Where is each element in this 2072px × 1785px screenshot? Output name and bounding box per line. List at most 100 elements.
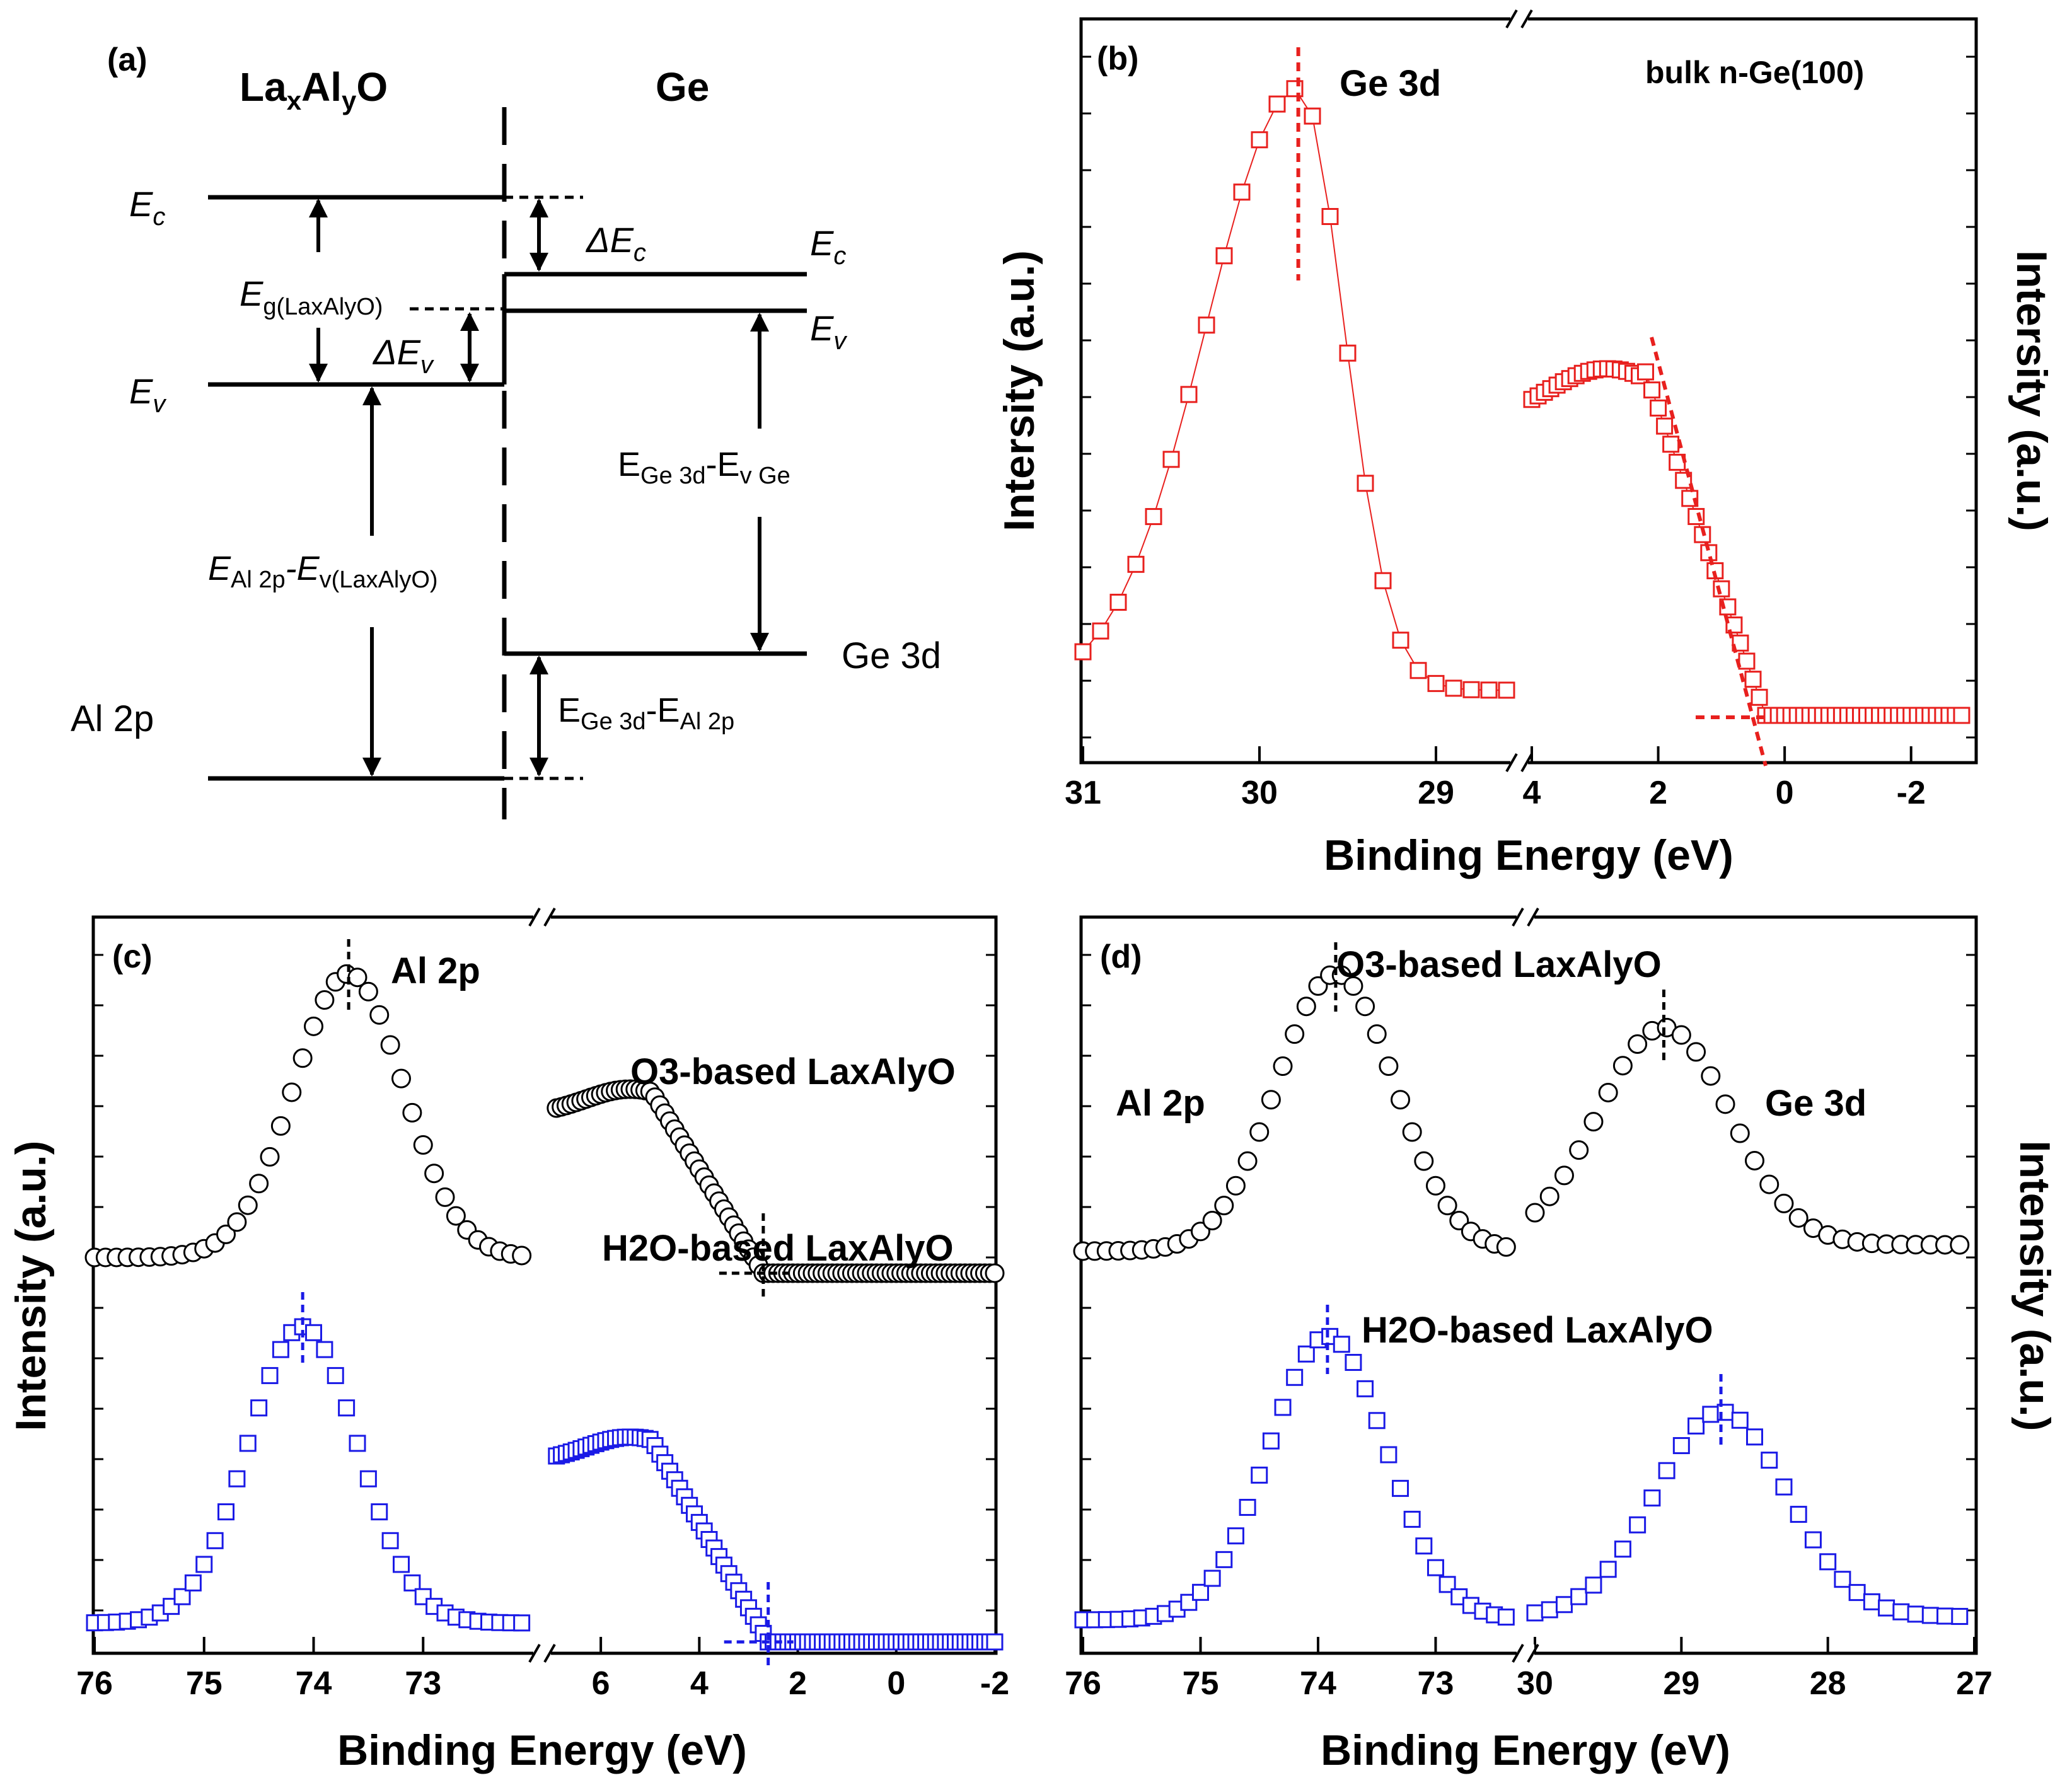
b-axis-break-mark (1505, 753, 1518, 772)
c-data-point (512, 1245, 532, 1266)
panel-a-band-diagram: (a) LaxAlyO Ge Ec Ev Eg(LaxAlyO) ΔEv ΔEc… (71, 42, 941, 819)
d-data-point (1878, 1599, 1895, 1617)
b-ticks: 31 30 29 4 2 0 -2 (1065, 9, 1976, 811)
b-data-point (1321, 208, 1339, 226)
b-xtick-label: 0 (1776, 775, 1794, 811)
d-data-point (1273, 1056, 1293, 1077)
d-data-point (1746, 1428, 1763, 1446)
title-laxalyo: LaxAlyO (240, 64, 388, 115)
label-ec-left: Ec (129, 184, 165, 231)
c-data-point (424, 1164, 444, 1184)
d-data-point (1819, 1553, 1837, 1571)
c-axis-break-gap (533, 1644, 551, 1662)
c-data-point (315, 990, 335, 1010)
d-data-point (1367, 1024, 1387, 1044)
c-data-point (327, 1366, 344, 1384)
d-data-point (1759, 1174, 1780, 1194)
c-axis-break-gap (533, 908, 551, 926)
b-data-point (1409, 662, 1427, 679)
d-data-point (1541, 1601, 1558, 1619)
c-xtick-label: -2 (980, 1665, 1009, 1702)
label-ev-left: Ev (129, 371, 166, 418)
d-data-point (1526, 1604, 1544, 1622)
label-eg: Eg(LaxAlyO) (240, 274, 383, 320)
c-data-point (249, 1174, 269, 1194)
d-data-point (1612, 1056, 1633, 1076)
d-data-point (1237, 1151, 1258, 1171)
ylabel-d: Intensity (a.u.) (2011, 1141, 2059, 1431)
c-xtick-label: 75 (186, 1665, 223, 1702)
title-ge: Ge (656, 64, 709, 110)
c-data-point (985, 1263, 1005, 1283)
d-ticks: 76 75 74 73 30 29 28 27 (1065, 908, 1993, 1702)
c-data-point (260, 1147, 280, 1167)
d-data-point (1357, 1380, 1374, 1397)
c-data-point (391, 1068, 411, 1089)
b-axis-break-gap (1510, 754, 1528, 771)
d-axis-break-mark (1527, 908, 1539, 927)
label-ege-ev: EGe 3d-Ev Ge (618, 446, 790, 489)
d-data-point (1936, 1607, 1954, 1625)
b-axis-break-gap (1510, 10, 1528, 28)
b-data-point (1738, 652, 1756, 670)
label-dev: ΔEv (372, 332, 434, 379)
c-data-point (228, 1470, 246, 1488)
b-data-point (1092, 622, 1109, 640)
c-data-point (358, 981, 378, 1002)
panel-b-chart: 31 30 29 4 2 0 -2 (b) Ge 3d bulk n-Ge(100) Bin… (995, 9, 2056, 879)
c-data-point (250, 1399, 268, 1417)
b-data-point (1145, 508, 1162, 526)
d-data-point (1730, 1123, 1750, 1143)
annotation-o3-c: O3-based LaxAlyO (630, 1051, 956, 1092)
c-ticks: 76 75 74 73 6 4 2 0 -2 (76, 908, 1009, 1702)
b-data-point (1374, 572, 1392, 589)
d-data-point (1296, 996, 1316, 1017)
d-data-point (1921, 1607, 1939, 1624)
d-data-point (1790, 1506, 1807, 1523)
b-data-point (1162, 451, 1180, 468)
d-xtick-label: 73 (1418, 1665, 1454, 1702)
c-data-point (513, 1614, 531, 1632)
panel-c-chart: 76 75 74 73 6 4 2 0 -2 (c) Al 2p O3-based LaxAly… (7, 908, 1009, 1774)
d-data-point (1496, 1237, 1516, 1257)
c-data-point (381, 1532, 399, 1549)
d-xtick-label: 74 (1300, 1665, 1336, 1702)
b-data-point (1732, 634, 1749, 652)
d-data (1073, 942, 1970, 1629)
annotation-ge3d-d: Ge 3d (1765, 1083, 1867, 1124)
b-axis-break-mark (1505, 9, 1518, 28)
b-data-point (1637, 363, 1655, 381)
d-data-point (1415, 1537, 1433, 1555)
b-data-point (1127, 555, 1145, 573)
c-data-point (413, 1135, 433, 1155)
c-data-point (141, 1609, 158, 1626)
d-data-point (1239, 1499, 1256, 1516)
b-data-point (1462, 681, 1480, 698)
c-data (84, 939, 1005, 1670)
d-data-point (1848, 1584, 1866, 1602)
c-data-point (195, 1556, 213, 1573)
c-data-point (216, 1224, 236, 1244)
d-data-point (1701, 1066, 1721, 1086)
b-data-point (1392, 632, 1409, 649)
c-xtick-label: 4 (690, 1665, 709, 1702)
d-data-point (1251, 1466, 1268, 1484)
annotation-sample-b: bulk n-Ge(100) (1645, 55, 1864, 90)
c-data-point (393, 1556, 410, 1573)
c-data-point (316, 1341, 333, 1358)
c-data-point (349, 1435, 366, 1452)
d-data-point (1215, 1551, 1233, 1568)
c-axis-break-mark (528, 1644, 541, 1663)
label-ege-al: EGe 3d-EAl 2p (558, 691, 734, 735)
d-data-point (1629, 1516, 1647, 1534)
annotation-h2o-d: H2O-based LaxAlyO (1362, 1310, 1713, 1351)
c-data-point (272, 1341, 289, 1358)
panel-label-a: (a) (107, 42, 148, 78)
c-data-point (261, 1366, 279, 1384)
c-data-point (380, 1035, 400, 1055)
d-data-point (1715, 1094, 1735, 1114)
b-data-point (1339, 344, 1357, 362)
d-data-point (1775, 1478, 1793, 1496)
ylabel-b: Intersity (a.u.) (995, 250, 1043, 531)
b-data-point (1180, 386, 1198, 403)
